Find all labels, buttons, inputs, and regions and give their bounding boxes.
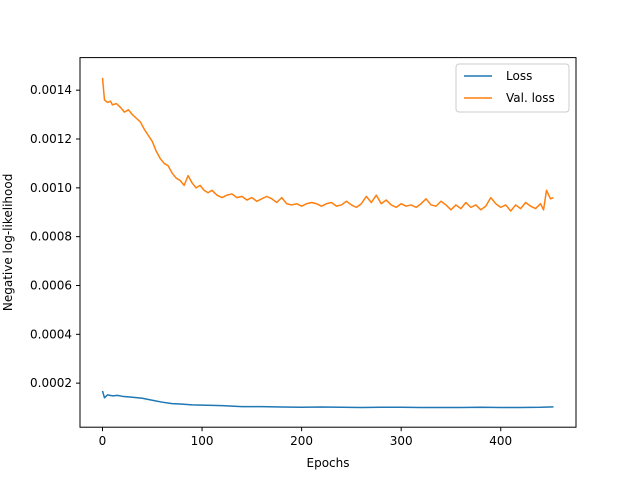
y-tick-label-3: 0.0008 <box>30 230 72 244</box>
y-tick-label-6: 0.0014 <box>30 83 72 97</box>
x-tick-label-3: 300 <box>390 434 413 448</box>
x-axis-title: Epochs <box>307 456 350 470</box>
series-line-0 <box>101 390 554 409</box>
legend-label-loss: Loss <box>506 69 532 83</box>
series-layer <box>101 77 554 409</box>
y-axis-ticks: 0.0002 0.0004 0.0006 0.0008 0.0010 0.0012 0.00… <box>30 83 80 390</box>
y-tick-label-2: 0.0006 <box>30 278 72 292</box>
x-tick-label-0: 0 <box>99 434 107 448</box>
y-tick-label-0: 0.0002 <box>30 376 72 390</box>
x-tick-label-4: 400 <box>489 434 512 448</box>
x-tick-label-1: 100 <box>191 434 214 448</box>
y-tick-label-4: 0.0010 <box>30 181 72 195</box>
series-line-1 <box>101 77 554 212</box>
axes-frame <box>79 57 577 428</box>
x-tick-label-2: 200 <box>290 434 313 448</box>
plot-area <box>79 57 577 428</box>
legend-label-val-loss: Val. loss <box>506 91 555 105</box>
y-tick-label-1: 0.0004 <box>30 327 72 341</box>
y-tick-label-5: 0.0012 <box>30 132 72 146</box>
legend: Loss Val. loss <box>455 63 570 113</box>
x-axis-ticks: 0 100 200 300 400 <box>99 427 512 448</box>
y-axis-title: Negative log-likelihood <box>1 174 15 311</box>
